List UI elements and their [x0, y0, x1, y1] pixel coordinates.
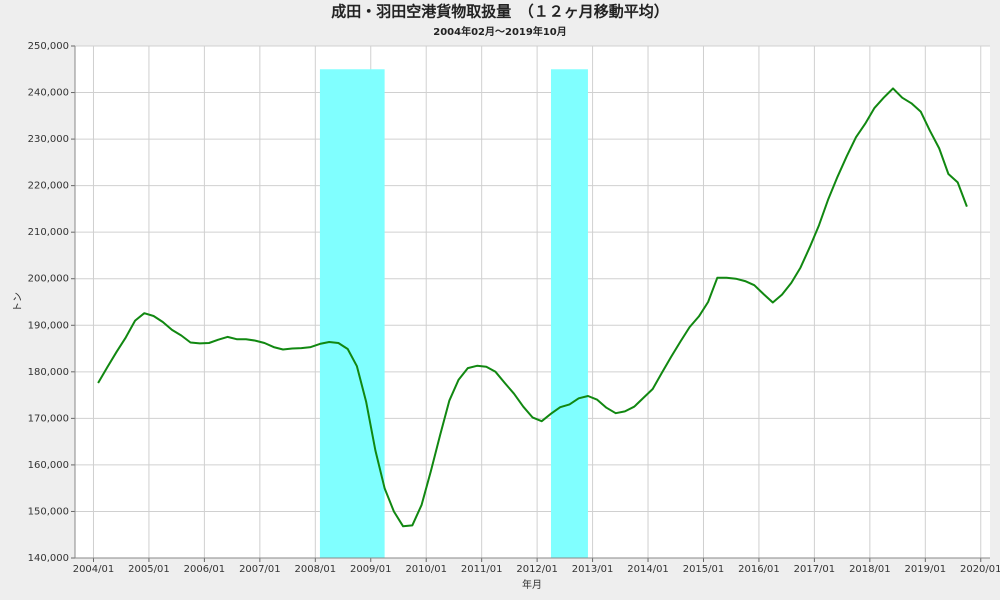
y-tick-label: 180,000 — [28, 367, 69, 378]
data-line — [97, 87, 968, 528]
x-tick-label: 2006/01 — [184, 564, 226, 575]
plot-area — [75, 46, 990, 558]
shaded-band — [550, 69, 588, 558]
y-tick-label: 230,000 — [28, 134, 69, 145]
x-tick-label: 2018/01 — [849, 564, 891, 575]
y-tick-label: 250,000 — [28, 41, 69, 52]
x-tick-label: 2004/01 — [73, 564, 115, 575]
y-tick-label: 190,000 — [28, 320, 69, 331]
x-tick-label: 2008/01 — [295, 564, 337, 575]
y-tick-label: 200,000 — [28, 274, 69, 285]
x-tick-label: 2019/01 — [905, 564, 947, 575]
chart-title: 成田・羽田空港貨物取扱量 （１２ヶ月移動平均） — [331, 3, 669, 21]
x-tick-label: 2020/01 — [960, 564, 1000, 575]
x-tick-label: 2011/01 — [461, 564, 503, 575]
x-tick-label: 2014/01 — [627, 564, 669, 575]
x-tick-label: 2012/01 — [516, 564, 558, 575]
x-tick-label: 2009/01 — [350, 564, 392, 575]
y-tick-label: 240,000 — [28, 88, 69, 99]
x-tick-label: 2005/01 — [128, 564, 170, 575]
y-tick-label: 160,000 — [28, 460, 69, 471]
chart-subtitle: 2004年02月～2019年10月 — [433, 25, 567, 38]
x-tick-label: 2015/01 — [683, 564, 725, 575]
y-tick-label: 170,000 — [28, 413, 69, 424]
x-tick-label: 2007/01 — [239, 564, 281, 575]
shaded-band — [319, 69, 385, 558]
y-tick-label: 150,000 — [28, 506, 69, 517]
x-tick-label: 2010/01 — [405, 564, 447, 575]
y-tick-label: 220,000 — [28, 181, 69, 192]
x-tick-label: 2016/01 — [738, 564, 780, 575]
y-tick-label: 140,000 — [28, 553, 69, 564]
x-tick-label: 2013/01 — [572, 564, 614, 575]
x-axis-label: 年月 — [522, 578, 542, 591]
y-tick-label: 210,000 — [28, 227, 69, 238]
y-axis-label: トン — [13, 292, 24, 312]
x-tick-label: 2017/01 — [794, 564, 836, 575]
